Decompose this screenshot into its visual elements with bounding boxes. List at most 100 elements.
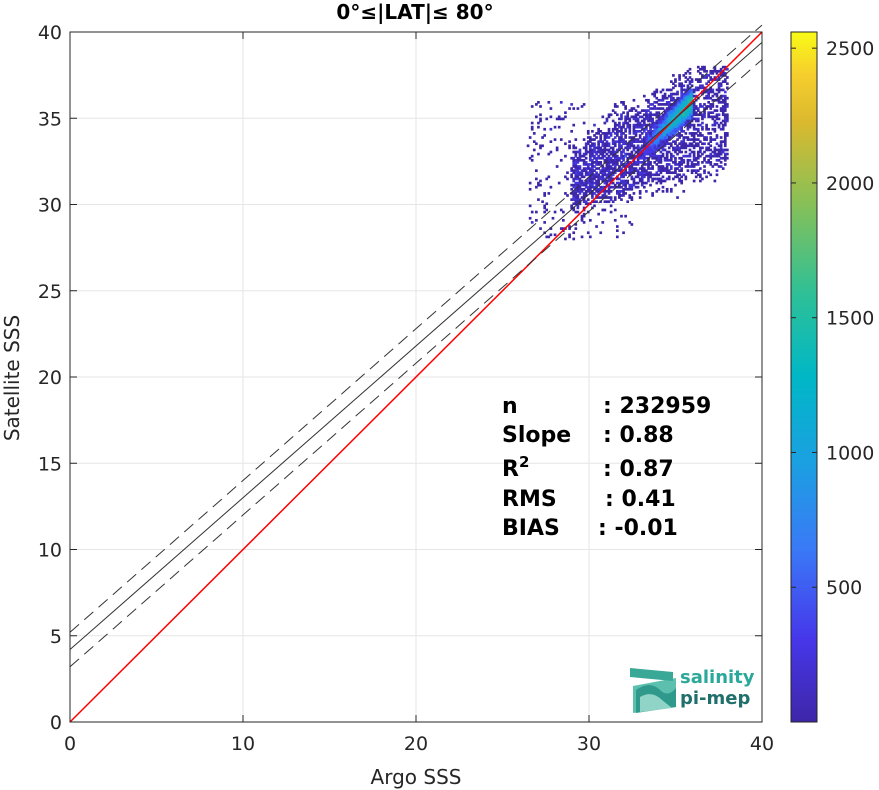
density-cell [657,158,661,162]
density-cell [605,200,609,204]
density-cell [674,119,677,123]
density-cell [632,144,636,148]
density-cell [726,113,729,117]
density-cell [669,127,673,131]
density-cell [721,167,725,170]
density-cell [663,119,667,123]
density-cell [688,67,692,71]
density-cell [667,169,671,172]
density-cell [684,123,688,127]
density-cell [642,146,646,150]
density-cell [682,107,686,110]
density-cell [593,181,596,185]
density-cell [665,117,669,121]
density-cell [688,88,692,92]
density-cell [655,96,659,100]
density-cell [574,181,578,185]
density-cell [620,169,623,172]
density-cell [663,136,667,139]
density-cell [686,107,690,110]
density-cell [678,127,681,131]
density-cell [618,129,621,133]
density-cell [622,148,625,152]
density-cell [669,92,673,96]
density-cell [576,196,580,199]
density-cell [686,92,690,96]
density-cell [674,115,677,119]
density-cell [723,105,727,108]
density-cell [549,127,553,131]
density-cell [640,152,644,156]
density-cell [615,132,619,135]
density-cell [555,117,559,121]
density-cell [655,134,659,137]
density-cell [609,196,613,199]
density-cell [632,129,636,133]
density-cell [688,72,692,75]
density-cell [595,132,598,135]
stat-label: n [502,394,518,419]
density-cell [647,136,650,139]
density-cell [543,206,547,210]
density-cell [686,144,690,148]
density-cell [661,107,665,110]
stat-label: RMS [502,487,557,512]
density-cell [607,185,611,189]
density-cell [591,183,594,187]
density-cell [715,92,719,96]
density-cell [682,74,686,77]
density-cell [665,187,669,191]
density-cell [640,123,644,127]
density-cell [597,212,600,216]
density-cell [620,146,623,150]
density-cell [603,171,607,175]
density-cell [669,80,673,83]
density-cell [624,142,627,146]
density-cell [589,163,592,166]
density-cell [705,88,708,92]
density-cell [615,154,619,158]
density-cell [723,80,727,83]
density-cell [696,123,700,127]
density-cell [618,194,621,197]
density-cell [624,165,627,168]
density-cell [717,82,721,86]
density-cell [589,190,592,193]
density-cell [597,190,600,193]
density-cell [593,161,596,164]
density-cell [703,142,706,146]
density-cell [709,76,713,79]
density-cell [645,190,648,193]
density-cell [645,150,648,154]
density-cell [701,113,704,117]
density-cell [723,132,727,135]
density-cell [559,208,563,212]
density-cell [659,142,663,146]
density-cell [638,123,642,127]
density-cell [686,113,690,117]
density-cell [601,140,605,143]
density-cell [582,198,586,201]
density-cell [709,69,713,73]
density-cell [655,181,659,185]
density-cell [607,154,611,158]
density-cell [613,167,617,170]
density-cell [690,80,694,83]
density-cell [626,171,630,175]
density-cell [678,109,681,112]
density-cell [576,175,580,179]
density-cell [672,98,675,102]
density-cell [659,171,663,175]
y-axis-label: Satellite SSS [0,315,24,441]
density-cell [545,208,549,212]
density-cell [653,132,657,135]
density-cell [711,72,715,75]
x-axis-label: Argo SSS [371,765,462,789]
density-cell [620,125,623,129]
density-cell [669,156,673,160]
density-cell [665,113,669,117]
density-cell [597,144,600,148]
density-cell [615,105,619,108]
density-cell [688,119,692,123]
density-cell [626,179,630,183]
